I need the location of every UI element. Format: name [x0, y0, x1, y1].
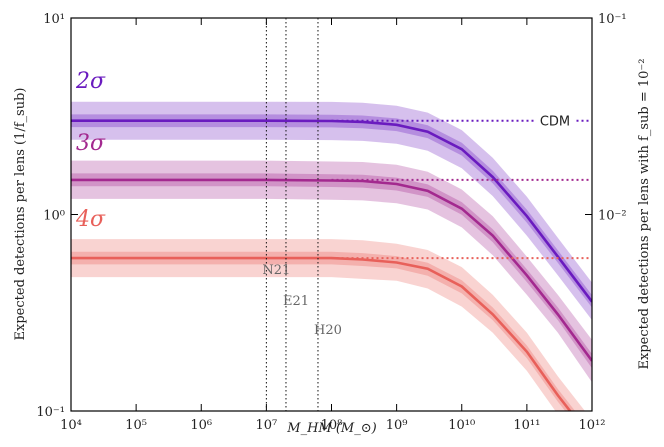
- reference-label: H20: [314, 323, 342, 338]
- series-label: 2σ: [75, 69, 106, 94]
- band: [71, 239, 585, 411]
- reference-label: N21: [262, 263, 290, 278]
- x-tick-label: 10⁹: [386, 418, 408, 433]
- y-axis-label: Expected detections per lens (1/f_sub): [13, 88, 28, 341]
- x-axis-label: M_HM (M_⊙): [286, 421, 376, 436]
- y-tick-label: 10⁰: [43, 209, 65, 224]
- cdm-label: CDM: [540, 115, 570, 130]
- series-label: 4σ: [75, 207, 106, 232]
- y2-tick-label: 10⁻¹: [598, 12, 627, 27]
- plot-area: [71, 101, 592, 411]
- x-tick-label: 10⁶: [190, 418, 212, 433]
- cdm-label-bg: [534, 111, 576, 130]
- y2-tick-label: 10⁻²: [598, 209, 627, 224]
- x-tick-label: 10¹¹: [513, 418, 540, 433]
- series-label: 3σ: [76, 131, 106, 156]
- x-tick-label: 10⁷: [255, 418, 277, 433]
- y-tick-label: 10⁻¹: [36, 405, 65, 420]
- x-tick-label: 10¹⁰: [448, 418, 475, 433]
- x-tick-label: 10⁵: [125, 418, 147, 433]
- band: [71, 101, 592, 321]
- series-line: [71, 256, 572, 411]
- series-line: [71, 119, 592, 303]
- x-tick-label: 10⁸: [321, 418, 343, 433]
- y-tick-label: 10¹: [43, 12, 65, 27]
- x-tick-label: 10⁴: [60, 418, 82, 433]
- reference-label: E21: [283, 294, 309, 309]
- x-tick-label: 10¹²: [579, 418, 606, 433]
- band: [71, 160, 592, 383]
- y2-axis-label: Expected detections per lens with f_sub …: [637, 59, 652, 370]
- series-line: [71, 178, 592, 362]
